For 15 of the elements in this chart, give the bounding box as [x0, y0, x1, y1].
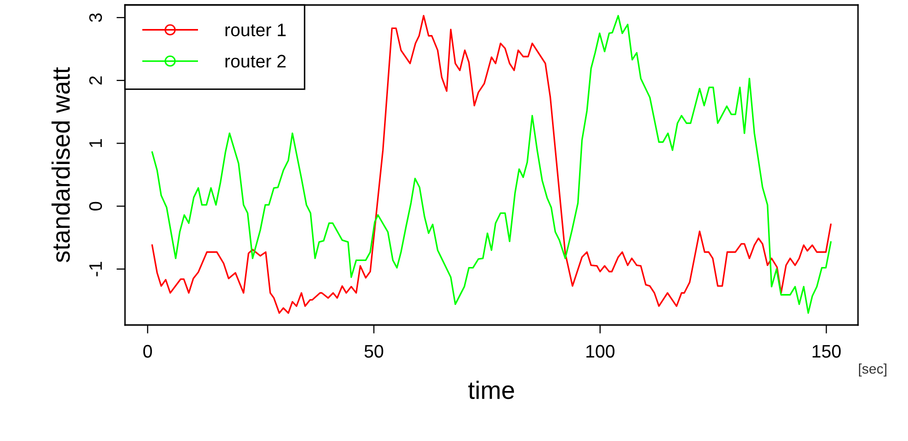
y-tick-label: 3	[89, 13, 102, 22]
x-tick-label: 100	[586, 344, 614, 358]
legend-label: router 2	[226, 54, 286, 68]
y-tick-label: 0	[89, 202, 102, 210]
text: [sec]	[858, 364, 886, 376]
x-tick-label: 50	[364, 344, 384, 358]
y-axis-title: standardised watt	[52, 67, 70, 262]
line-series	[151, 14, 832, 314]
y-tick-label: 1	[89, 139, 102, 147]
x-axis-title: time	[468, 380, 514, 400]
x-tick-label: 150	[812, 344, 841, 358]
y-tick-label: -1	[89, 262, 102, 276]
y-tick-label: 2	[89, 76, 102, 85]
x-tick-label: 0	[143, 344, 152, 358]
legend-label: router 1	[226, 24, 286, 36]
